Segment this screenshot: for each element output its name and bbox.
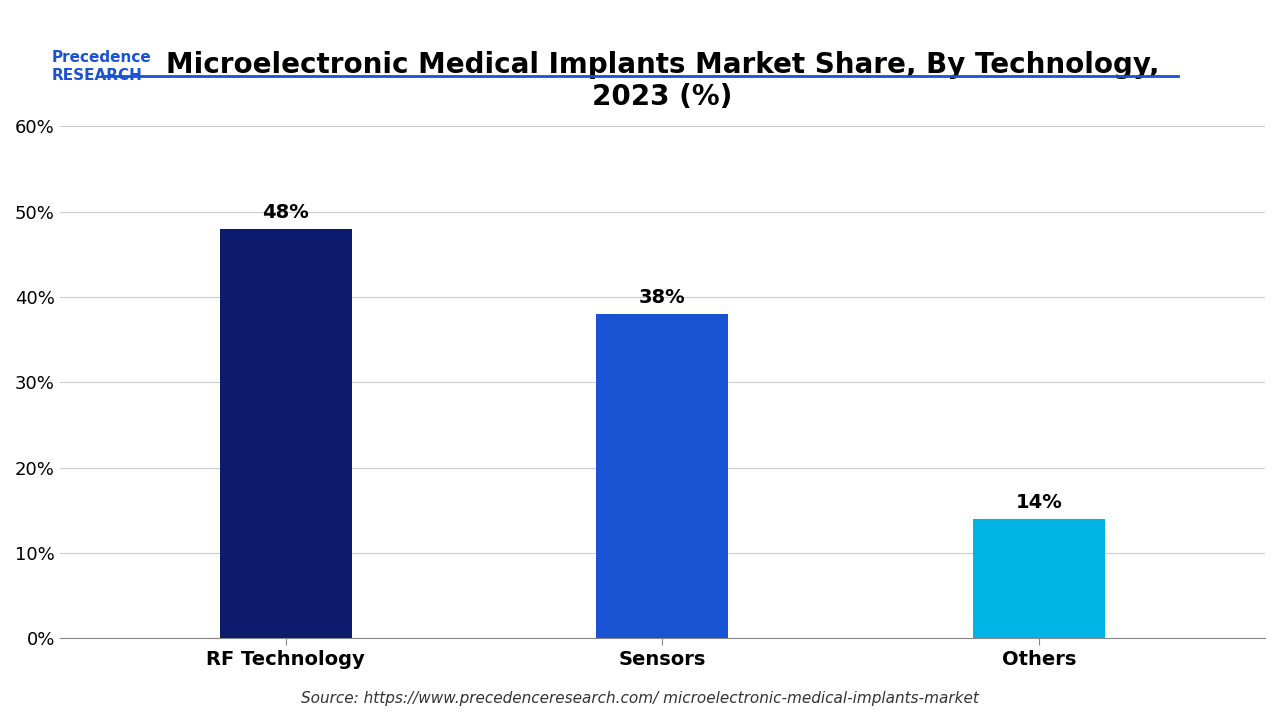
Bar bbox=[596, 314, 728, 638]
Bar bbox=[220, 229, 352, 638]
Text: 48%: 48% bbox=[262, 203, 308, 222]
Text: Source: https://www.precedenceresearch.com/ microelectronic-medical-implants-mar: Source: https://www.precedenceresearch.c… bbox=[301, 690, 979, 706]
Text: Precedence
RESEARCH: Precedence RESEARCH bbox=[51, 50, 151, 83]
Text: 38%: 38% bbox=[639, 288, 686, 307]
Bar bbox=[973, 518, 1105, 638]
Text: 14%: 14% bbox=[1015, 493, 1062, 512]
Title: Microelectronic Medical Implants Market Share, By Technology,
2023 (%): Microelectronic Medical Implants Market … bbox=[165, 51, 1160, 112]
